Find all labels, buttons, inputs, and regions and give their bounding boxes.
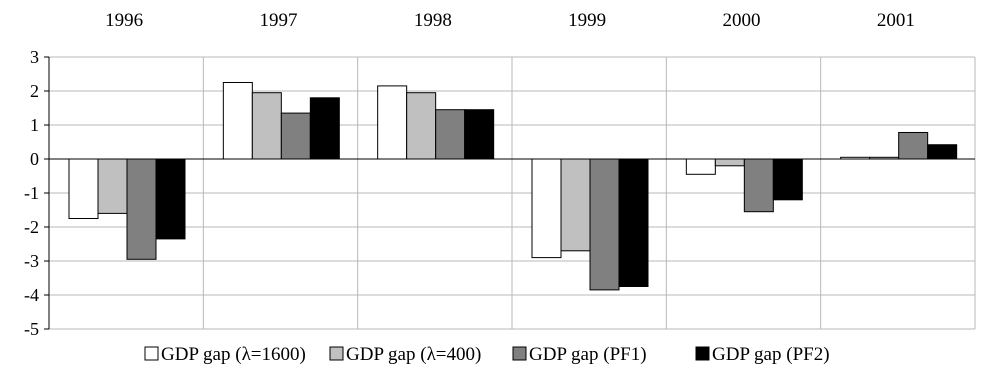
legend-swatch [695, 346, 710, 361]
bar [406, 92, 437, 160]
bar [155, 158, 186, 240]
bar [898, 131, 929, 160]
y-tick-label: 1 [30, 115, 39, 135]
legend-label: GDP gap (λ=1600) [161, 344, 306, 365]
category-label: 2001 [877, 10, 915, 31]
category-label: 1996 [105, 10, 143, 31]
bar [772, 158, 803, 201]
y-tick-label: 2 [30, 81, 39, 101]
legend: GDP gap (λ=1600) GDP gap (λ=400) GDP gap (… [144, 344, 830, 365]
bar [435, 109, 466, 160]
bar [280, 112, 311, 160]
legend-label: GDP gap (PF2) [712, 344, 830, 365]
bar [560, 158, 591, 252]
y-tick-label: -1 [24, 183, 39, 203]
bar [251, 92, 282, 160]
bar [531, 158, 562, 259]
y-tick-label: -2 [24, 217, 39, 237]
legend-swatch [329, 346, 344, 361]
category-label: 2000 [723, 10, 761, 31]
bar [589, 158, 620, 291]
legend-label: GDP gap (λ=400) [346, 344, 481, 365]
bar [309, 97, 340, 160]
bar [927, 144, 958, 160]
bar [464, 109, 495, 160]
category-label: 1999 [568, 10, 606, 31]
bar [68, 158, 99, 219]
legend-swatch [512, 346, 527, 361]
bar [714, 158, 745, 167]
bar [743, 158, 774, 213]
bar [618, 158, 649, 287]
bar [222, 82, 253, 160]
y-tick-label: -3 [24, 251, 39, 271]
y-tick-label: 0 [30, 149, 39, 169]
y-tick-label: 3 [30, 47, 39, 67]
legend-label: GDP gap (PF1) [529, 344, 647, 365]
legend-swatch [144, 346, 159, 361]
bar [377, 85, 408, 160]
category-label: 1998 [414, 10, 452, 31]
category-label: 1997 [260, 10, 298, 31]
bar [126, 158, 157, 260]
axes: 3 2 1 0 -1 -2 -3 -4 -5 1996 1997 1998 1999 2000 2001 [24, 10, 975, 339]
y-tick-label: -5 [24, 319, 39, 339]
y-tick-label: -4 [24, 285, 39, 305]
bar [685, 158, 716, 175]
bar [97, 158, 128, 214]
